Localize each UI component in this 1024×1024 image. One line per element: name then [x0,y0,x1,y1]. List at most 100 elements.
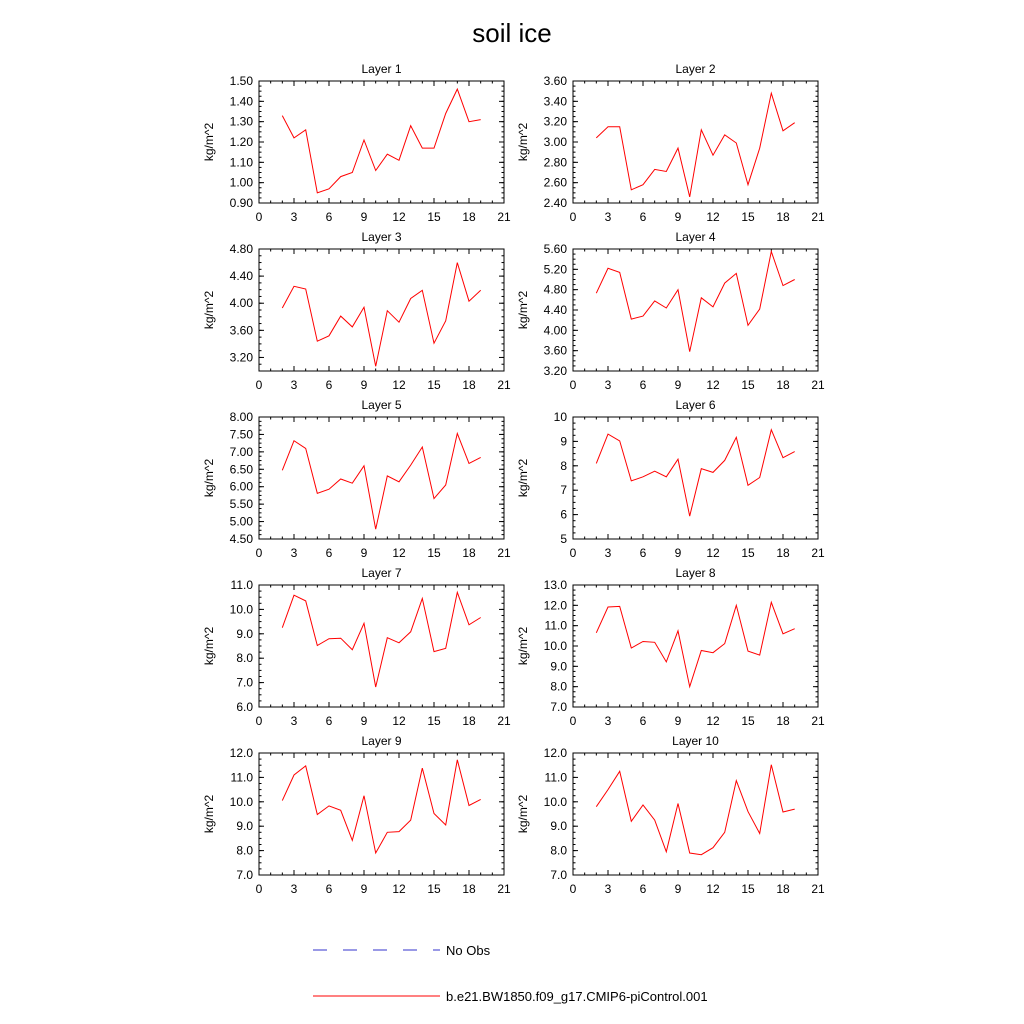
plot-frame [258,80,505,204]
x-tick-label: 18 [462,714,476,728]
panel-layer-8: Layer 8 0 3 6 9 12 15 18 21 7.0 8.0 9.0 10.0 11.0 12.0… [516,566,825,728]
y-tick-label: 10.0 [230,602,254,616]
y-tick-label: 3.00 [544,135,568,149]
x-tick-label: 12 [392,378,406,392]
x-tick-label: 0 [570,882,577,896]
x-tick-label: 3 [291,378,298,392]
y-axis-label: kg/m^2 [202,627,216,666]
series-line [595,91,795,198]
y-tick-label: 2.80 [544,155,568,169]
legend-model-label: b.e21.BW1850.f09_g17.CMIP6-piControl.001 [446,989,708,1004]
y-tick-label: 6.0 [236,700,253,714]
y-tick-label: 2.40 [544,196,568,210]
panel-layer-10: Layer 10 0 3 6 9 12 15 18 21 7.0 8.0 9.0 10.0 11.0 12.… [516,734,825,896]
panel-title: Layer 2 [675,62,715,76]
y-tick-label: 7.50 [230,427,254,441]
x-tick-label: 21 [497,714,511,728]
y-tick-label: 3.20 [544,115,568,129]
y-tick-label: 1.40 [230,94,254,108]
y-axis-label: kg/m^2 [516,627,530,666]
x-tick-label: 21 [811,714,825,728]
figure-title: soil ice [472,18,551,48]
x-tick-label: 12 [706,210,720,224]
x-tick-label: 15 [427,714,441,728]
x-tick-label: 21 [497,882,511,896]
x-tick-label: 9 [361,210,368,224]
y-tick-label: 4.80 [230,242,254,256]
y-axis-label: kg/m^2 [202,795,216,834]
panel-layer-6: Layer 6 0 3 6 9 12 15 18 21 5 6 7 8 9 10 kg/m^2 [516,398,825,560]
panel-title: Layer 4 [675,230,715,244]
x-tick-label: 18 [776,546,790,560]
y-tick-label: 5.00 [230,515,254,529]
x-tick-label: 12 [392,210,406,224]
x-tick-label: 6 [326,378,333,392]
y-tick-label: 11.0 [545,619,568,633]
x-tick-label: 6 [326,546,333,560]
panel-layer-1: Layer 1 0 3 6 9 12 15 18 21 0.90 1.00 1.10 1.20 1.30 1… [202,62,511,224]
x-tick-label: 9 [361,714,368,728]
y-tick-label: 9.0 [236,627,253,641]
x-tick-label: 0 [570,378,577,392]
y-tick-label: 8.0 [550,844,567,858]
y-axis-label: kg/m^2 [516,123,530,162]
x-tick-label: 9 [361,378,368,392]
y-axis-label: kg/m^2 [516,795,530,834]
x-tick-label: 0 [256,546,263,560]
y-tick-label: 13.0 [544,578,568,592]
y-tick-label: 4.00 [230,296,254,310]
y-tick-label: 11.0 [545,770,568,784]
series-line [595,428,795,517]
y-tick-label: 7.00 [230,445,254,459]
panel-layer-3: Layer 3 0 3 6 9 12 15 18 21 3.20 3.60 4.00 4.40 4.80 k… [202,230,511,392]
x-tick-label: 0 [256,210,263,224]
x-tick-label: 0 [256,714,263,728]
panel-layer-2: Layer 2 0 3 6 9 12 15 18 21 2.40 2.60 2.80 3.00 3.20 3… [516,62,825,224]
x-tick-label: 9 [675,882,682,896]
series-line [281,87,481,194]
x-tick-label: 6 [326,714,333,728]
x-tick-label: 0 [570,714,577,728]
x-tick-label: 6 [326,882,333,896]
x-tick-label: 6 [640,210,647,224]
y-tick-label: 9.0 [550,819,567,833]
y-tick-label: 4.40 [544,303,568,317]
x-tick-label: 0 [570,210,577,224]
y-tick-label: 3.60 [544,74,568,88]
y-tick-label: 7.0 [550,868,567,882]
series-line [595,764,795,856]
series-line [281,759,481,855]
y-tick-label: 0.90 [230,196,254,210]
y-tick-label: 6 [560,508,567,522]
y-tick-label: 7 [560,483,567,497]
y-tick-label: 3.20 [544,364,568,378]
x-tick-label: 18 [462,378,476,392]
series-line [281,431,481,530]
x-tick-label: 0 [570,546,577,560]
series-line [281,590,481,688]
y-tick-label: 1.10 [230,155,254,169]
x-tick-label: 12 [706,378,720,392]
panel-layer-9: Layer 9 0 3 6 9 12 15 18 21 7.0 8.0 9.0 10.0 11.0 12.0… [202,734,511,896]
y-tick-label: 6.50 [230,462,254,476]
x-tick-label: 9 [361,546,368,560]
y-tick-label: 2.60 [544,176,568,190]
x-tick-label: 6 [640,882,647,896]
y-tick-label: 4.80 [544,283,568,297]
x-tick-label: 3 [605,210,612,224]
plot-frame [258,752,505,876]
panel-title: Layer 6 [675,398,715,412]
x-tick-label: 15 [741,546,755,560]
y-tick-label: 12.0 [544,746,568,760]
legend: No Obs b.e21.BW1850.f09_g17.CMIP6-piCont… [313,943,708,1004]
y-tick-label: 7.0 [550,700,567,714]
x-tick-label: 3 [605,378,612,392]
x-tick-label: 21 [811,378,825,392]
x-tick-label: 21 [497,546,511,560]
x-tick-label: 0 [256,882,263,896]
x-tick-label: 15 [741,378,755,392]
y-tick-label: 10.0 [230,795,254,809]
y-tick-label: 6.00 [230,480,254,494]
panel-title: Layer 1 [361,62,401,76]
